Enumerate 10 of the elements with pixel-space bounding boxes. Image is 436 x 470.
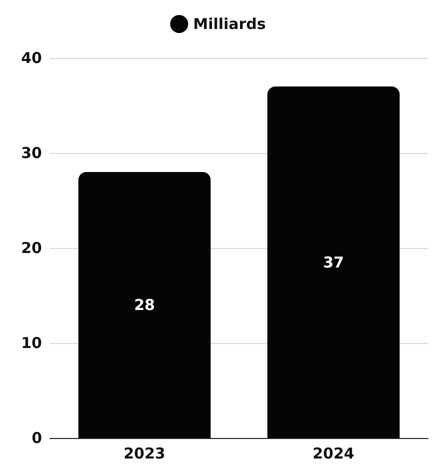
data-label: 37 [323, 253, 344, 272]
x-tick-label: 2023 [124, 444, 166, 462]
legend-label: Milliards [193, 15, 266, 33]
data-label: 28 [134, 296, 155, 314]
y-tick-label: 30 [21, 144, 42, 162]
x-tick-label: 2024 [312, 444, 354, 462]
y-tick-label: 40 [21, 49, 42, 67]
y-tick-label: 0 [32, 429, 42, 447]
y-tick-label: 10 [21, 334, 42, 352]
y-tick-label: 20 [21, 239, 42, 257]
